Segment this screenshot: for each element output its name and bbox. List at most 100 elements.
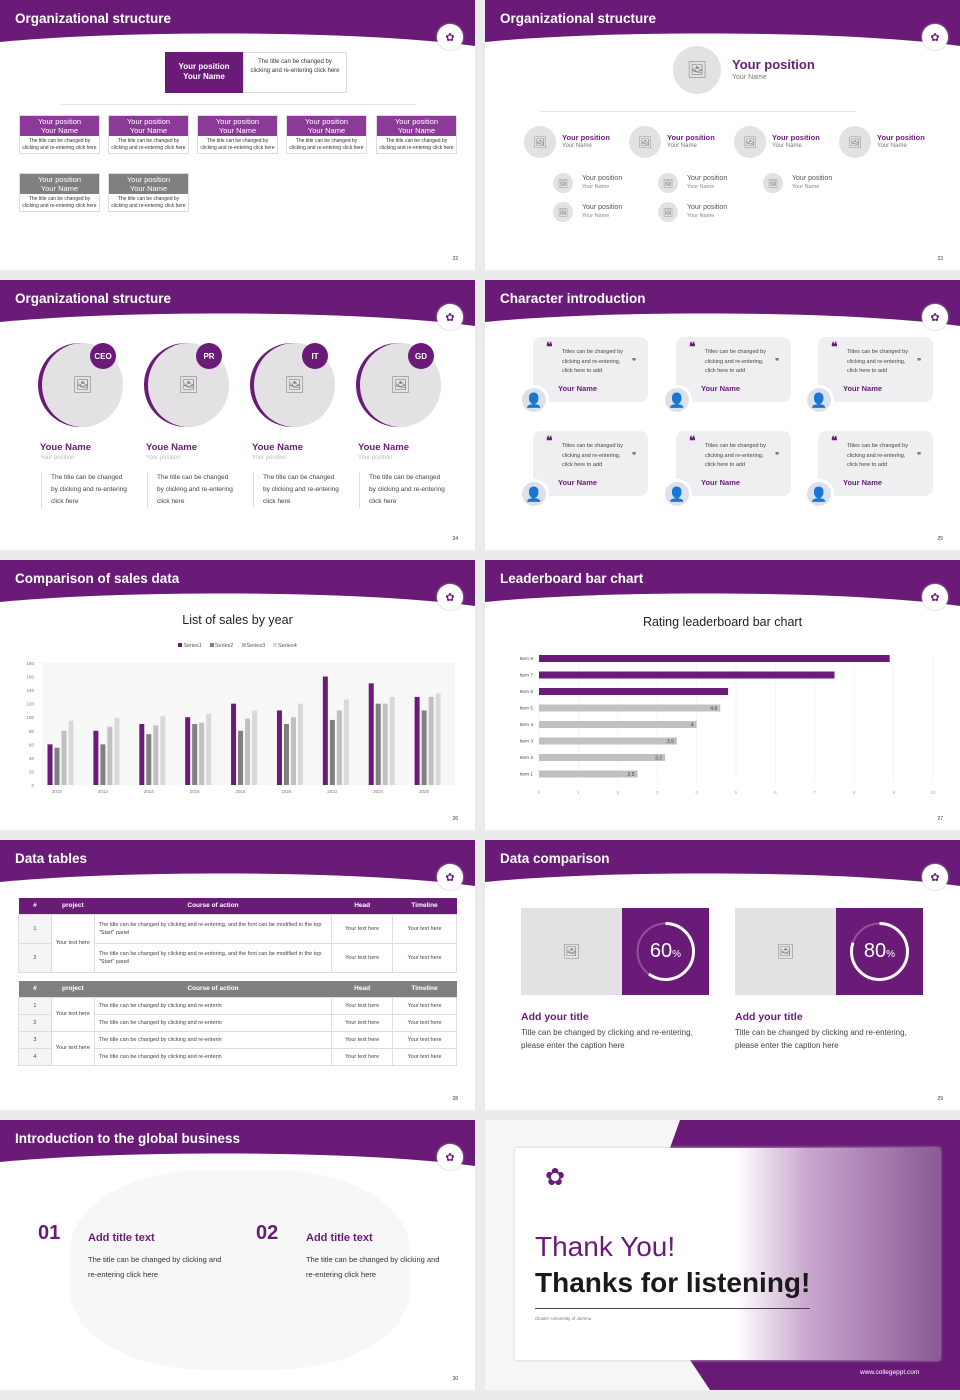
quote-text: Titles can be changed by clicking and re… <box>847 443 908 468</box>
character-card[interactable]: ❝ Titles can be changed by clicking and r… <box>818 431 933 496</box>
person-position: Your position <box>358 455 393 461</box>
sales-chart: 0 20 40 60 80 100 120 140 160 180 2010 2012 2014 2016… <box>26 661 455 794</box>
image-placeholder-icon: 🖼 <box>767 178 779 188</box>
bar-series1-2014 <box>139 724 145 785</box>
org-box[interactable]: Your position Your Name The title can be c… <box>108 173 189 212</box>
project-cell: Your text here <box>50 1030 95 1066</box>
character-card[interactable]: ❝ Titles can be changed by clicking and r… <box>676 337 791 402</box>
slide-23[interactable]: Organizational structure ✿ 23 🖼 Your positio… <box>485 0 960 270</box>
bar-item-4 <box>539 721 697 728</box>
sub-member-avatar: 🖼 <box>658 173 678 193</box>
slide-27[interactable]: Leaderboard bar chart ✿ 27 Rating leaderboa… <box>485 560 960 830</box>
image-placeholder-icon: 🖼 <box>284 377 305 394</box>
page-number: 27 <box>937 816 943 822</box>
data-label: 2.5 <box>628 772 635 778</box>
bar-series3-2024 <box>382 703 388 785</box>
character-card[interactable]: ❝ Titles can be changed by clicking and r… <box>533 431 648 496</box>
slide-28[interactable]: Data tables ✿ 28 # project Course of action He… <box>0 840 475 1110</box>
y-tick-label: 120 <box>26 702 34 707</box>
image-placeholder-icon: 🖼 <box>686 62 708 79</box>
thanks-subtitle: Thanks for listening! <box>535 1267 811 1298</box>
head-cell: Your text here <box>331 942 394 973</box>
member-avatar: 🖼 <box>524 126 556 158</box>
slide-24[interactable]: Organizational structure ✿ 24 🖼 CEO Youe Name… <box>0 280 475 550</box>
action-cell: The title can be changed by clicking and… <box>93 996 333 1015</box>
slide-title: Data comparison <box>500 851 610 866</box>
item-desc: The title can be changed by clicking and… <box>306 1255 440 1279</box>
university-logo: ✿ <box>544 1164 566 1191</box>
percent-number: 80 <box>863 940 887 962</box>
data-label: 4.6 <box>710 706 717 712</box>
quote-text: Titles can be changed by clicking and re… <box>705 443 766 468</box>
data-label: 3.5 <box>667 739 674 745</box>
x-tick-label: 9 <box>892 790 895 795</box>
character-card[interactable]: ❝ Titles can be changed by clicking and r… <box>676 431 791 496</box>
legend-label: Series4 <box>278 643 297 649</box>
table-row: 1 Your text here The title can be changed … <box>18 913 457 973</box>
bar-series1-2026 <box>414 696 420 785</box>
table-row: 1 Your text here The title can be changed … <box>18 996 457 1032</box>
bar-series3-2012 <box>107 726 113 785</box>
legend-item: Series4 <box>273 643 297 649</box>
chart-title: List of sales by year <box>182 613 293 627</box>
legend-item: Series2 <box>209 643 234 649</box>
slide-title: Leaderboard bar chart <box>500 571 644 586</box>
bar-series1-2012 <box>93 730 99 785</box>
header-band <box>0 560 475 606</box>
slide-26[interactable]: Comparison of sales data ✿ 26 List of sales… <box>0 560 475 830</box>
image-placeholder-icon: 🖼 <box>390 377 411 394</box>
person-desc: The title can be changed by clicking and… <box>41 472 127 508</box>
org-top-box[interactable]: Your position Your Name <box>165 52 243 93</box>
org-box[interactable]: Your position Your Name The title can be c… <box>108 115 189 154</box>
member-position: Your position <box>667 133 715 142</box>
action-cell: The title can be changed by clicking and… <box>93 942 333 973</box>
person-name: Youe Name <box>40 442 92 453</box>
open-quote-icon: ❝ <box>689 434 696 448</box>
name-label: Your Name <box>183 72 225 81</box>
head-cell: Your text here <box>331 1047 394 1066</box>
character-card[interactable]: ❝ Titles can be changed by clicking and r… <box>533 337 648 402</box>
avatar-icon: 👤 <box>662 479 692 509</box>
item-title: Add your title <box>735 1011 803 1023</box>
slide-title: Introduction to the global business <box>15 1131 240 1146</box>
table-row: 2 The title can be changed by clicking an… <box>18 1013 457 1032</box>
character-card[interactable]: ❝ Titles can be changed by clicking and r… <box>818 337 933 402</box>
org-box[interactable]: Your position Your Name The title can be c… <box>376 115 457 154</box>
org-box-header: Your position Your Name <box>377 116 456 136</box>
org-box-desc: The title can be changed by clicking and… <box>379 138 454 151</box>
bar-series2-2016 <box>192 724 198 785</box>
page-number: 26 <box>452 816 458 822</box>
slide-31-thank-you[interactable]: ✿ Thank You! Thanks for listening! Cluster … <box>485 1120 960 1390</box>
item-title: Add title text <box>88 1232 155 1244</box>
top-position: Your position <box>732 57 815 72</box>
image-placeholder-icon: 🖼 <box>776 943 795 959</box>
page-number: 23 <box>937 256 943 262</box>
slide-29[interactable]: Data comparison ✿ 29 🖼 60% Add your title Titl… <box>485 840 960 1110</box>
slide-22[interactable]: Organizational structure ✿ 22 Your position… <box>0 0 475 270</box>
bar-item-3 <box>539 737 677 745</box>
name-label: Your Name <box>397 126 436 135</box>
org-box[interactable]: Your position Your Name The title can be c… <box>197 115 278 154</box>
org-box-header: Your position Your Name <box>287 116 366 136</box>
connector-line <box>60 104 416 105</box>
org-box[interactable]: Your position Your Name The title can be c… <box>19 115 100 154</box>
slide-30[interactable]: Introduction to the global business ✿ 30 01… <box>0 1120 475 1390</box>
percent-number: 60 <box>649 940 673 962</box>
slide-25[interactable]: Character introduction ✿ 25 ❝ Titles can be … <box>485 280 960 550</box>
website-link[interactable]: www.collegeppt.com <box>860 1369 920 1376</box>
bar-item-1 <box>539 770 638 778</box>
member-position: Your position <box>562 133 610 142</box>
org-box[interactable]: Your position Your Name The title can be c… <box>286 115 367 154</box>
org-box-desc: The title can be changed by clicking and… <box>200 138 275 151</box>
percent-unit: % <box>672 949 682 960</box>
legend-swatch <box>209 643 214 647</box>
open-quote-icon: ❝ <box>831 434 838 448</box>
avatar-icon: 👤 <box>519 479 549 509</box>
bar-series3-2022 <box>336 710 342 785</box>
org-box[interactable]: Your position Your Name The title can be c… <box>19 173 100 212</box>
header-band <box>485 840 960 886</box>
bar-series1-2020 <box>276 710 282 785</box>
slide-title: Organizational structure <box>500 11 657 26</box>
percent-panel: 80% <box>836 908 923 995</box>
org-box-desc: The title can be changed by clicking and… <box>22 196 97 209</box>
